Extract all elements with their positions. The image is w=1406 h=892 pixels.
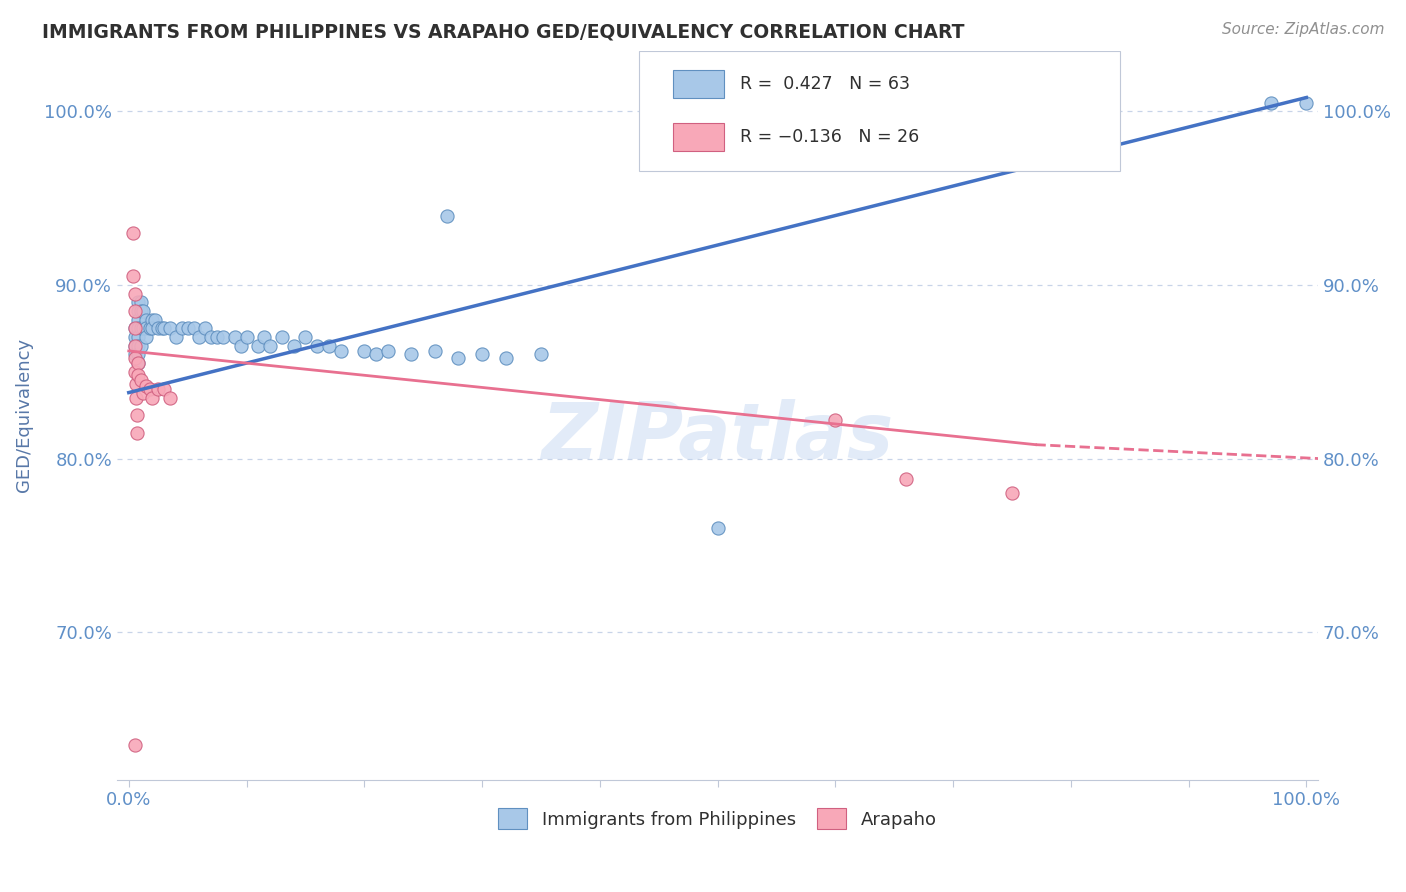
Point [253,330,276,344]
Point [127,295,149,310]
Point [125,376,148,391]
Point [894,472,917,486]
Point [124,738,146,752]
Point [329,343,352,358]
Point [124,330,146,344]
Point [124,321,146,335]
Point [170,321,193,335]
Point [132,321,155,335]
Point [124,365,146,379]
Point [270,330,292,344]
Point [224,330,246,344]
Point [127,347,149,361]
Point [706,521,728,535]
Point [124,286,146,301]
Point [188,330,211,344]
Point [447,351,470,365]
Point [135,312,157,326]
Point [247,339,270,353]
Point [129,339,152,353]
Point [139,382,162,396]
Point [401,347,423,361]
Point [353,343,375,358]
Point [307,339,329,353]
Point [1001,486,1024,500]
Point [139,321,162,335]
Point [125,425,148,440]
Point [183,321,205,335]
Point [318,339,340,353]
Text: IMMIGRANTS FROM PHILIPPINES VS ARAPAHO GED/EQUIVALENCY CORRELATION CHART: IMMIGRANTS FROM PHILIPPINES VS ARAPAHO G… [42,22,965,41]
Point [127,304,149,318]
Text: R =  0.427   N = 63: R = 0.427 N = 63 [741,75,910,93]
Point [150,321,173,335]
Point [148,321,170,335]
Point [159,391,181,405]
Point [235,330,257,344]
Point [124,304,146,318]
Point [124,321,146,335]
Point [1295,95,1317,110]
Point [259,339,281,353]
Point [127,312,149,326]
Point [125,391,148,405]
Point [364,347,387,361]
Y-axis label: GED/Equivalency: GED/Equivalency [15,338,32,492]
Point [127,330,149,344]
Point [436,209,458,223]
Point [194,321,217,335]
Point [148,382,170,396]
Point [495,351,517,365]
Point [294,330,316,344]
Point [122,226,145,240]
Point [132,304,155,318]
Point [127,339,149,353]
Legend: Immigrants from Philippines, Arapaho: Immigrants from Philippines, Arapaho [491,801,943,836]
Point [205,330,228,344]
Text: ZIPatlas: ZIPatlas [541,399,894,475]
Point [165,330,187,344]
Point [135,321,157,335]
Point [141,391,163,405]
Point [229,339,252,353]
Point [1260,95,1282,110]
Point [377,343,399,358]
Point [159,321,181,335]
Point [200,330,222,344]
Point [127,356,149,370]
Point [124,339,146,353]
Point [124,347,146,361]
Point [176,321,198,335]
Point [135,330,157,344]
Point [212,330,235,344]
Point [127,356,149,370]
Point [423,343,446,358]
Point [153,382,176,396]
Point [153,321,176,335]
FancyBboxPatch shape [640,51,1121,171]
Point [530,347,553,361]
Point [141,321,163,335]
Bar [673,70,724,98]
Point [283,339,305,353]
Point [143,312,166,326]
Point [129,295,152,310]
Bar [673,123,724,151]
Point [135,378,157,392]
Point [124,351,146,365]
Point [129,321,152,335]
Point [471,347,494,361]
Point [141,312,163,326]
Point [122,269,145,284]
Point [129,304,152,318]
Point [124,339,146,353]
Text: Source: ZipAtlas.com: Source: ZipAtlas.com [1222,22,1385,37]
Point [132,385,155,400]
Point [127,368,149,383]
Point [824,413,846,427]
Text: R = −0.136   N = 26: R = −0.136 N = 26 [741,128,920,145]
Point [127,321,149,335]
Point [129,373,152,387]
Point [125,408,148,422]
